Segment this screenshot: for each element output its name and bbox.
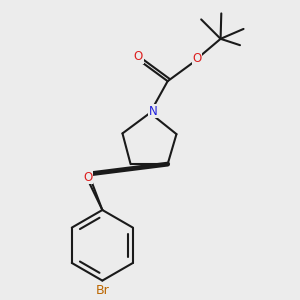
Text: N: N	[148, 105, 157, 118]
Text: O: O	[192, 52, 202, 65]
Text: O: O	[134, 50, 143, 63]
Text: O: O	[84, 171, 93, 184]
Text: Br: Br	[95, 284, 109, 297]
Text: O: O	[84, 171, 93, 184]
